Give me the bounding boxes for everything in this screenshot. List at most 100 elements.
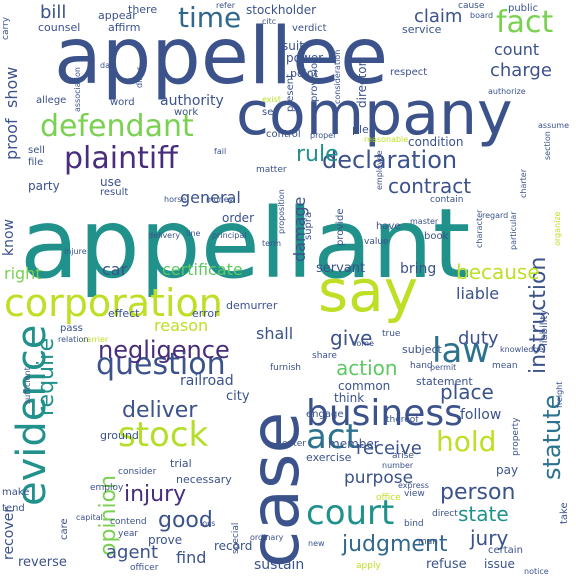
word-prove: prove xyxy=(148,533,183,547)
word-public: public xyxy=(508,3,539,14)
word-director: director xyxy=(355,61,369,108)
word-stock: stock xyxy=(118,415,209,455)
word-think: think xyxy=(334,391,365,405)
word-differ: differ xyxy=(135,66,144,88)
word-trial: trial xyxy=(170,457,192,470)
word-principal: principal xyxy=(212,231,247,240)
word-place: place xyxy=(440,380,494,404)
word-plaintiff: plaintiff xyxy=(64,141,178,176)
word-liable: liable xyxy=(456,284,500,303)
word-subject: subject xyxy=(402,343,442,356)
word-point: point xyxy=(290,67,319,80)
word-there: there xyxy=(128,3,158,16)
word-find: find xyxy=(176,548,207,567)
word-contain: contain xyxy=(430,195,464,205)
word-express: express xyxy=(398,481,429,490)
word-particular: particular xyxy=(509,211,518,250)
word-have: have xyxy=(376,221,401,232)
word-law: law xyxy=(432,331,491,371)
word-new: new xyxy=(308,539,325,548)
word-certificate: certificate xyxy=(162,260,243,279)
word-direct: direct xyxy=(432,509,458,519)
word-receive: receive xyxy=(356,438,422,459)
word-freight: freight xyxy=(555,381,564,408)
word-authorize: authorize xyxy=(488,87,526,96)
word-result: result xyxy=(100,187,129,198)
word-refuse: refuse xyxy=(426,557,467,572)
word-record: record xyxy=(214,539,253,553)
word-reasonable: reasonable xyxy=(364,135,409,144)
word-work: work xyxy=(174,107,199,118)
word-follow: follow xyxy=(460,407,502,423)
word-agent: agent xyxy=(106,542,158,563)
word-hold: hold xyxy=(436,425,497,458)
word-necessary: necessary xyxy=(176,473,232,486)
word-jury: jury xyxy=(470,526,509,550)
word-injury: injury xyxy=(124,482,187,507)
word-sell: sell xyxy=(28,145,45,156)
word-delivery: delivery xyxy=(148,231,181,240)
word-property: property xyxy=(511,417,521,456)
word-effect: effect xyxy=(108,307,140,320)
word-file: file xyxy=(28,157,44,168)
word-share: share xyxy=(312,351,337,361)
word-suit: suit xyxy=(282,39,304,53)
word-horse: horse xyxy=(164,195,187,204)
word-member: member xyxy=(328,437,379,451)
word-act: act xyxy=(306,417,359,457)
word-servant: servant xyxy=(316,261,366,276)
word-present: present xyxy=(285,73,296,112)
word-condition: condition xyxy=(408,135,464,149)
word-reason: reason xyxy=(154,316,209,335)
word-view: view xyxy=(404,489,425,499)
word-contend: contend xyxy=(110,517,147,527)
word-right: right xyxy=(4,264,42,283)
word-capital: capital xyxy=(76,513,103,522)
word-demurrer: demurrer xyxy=(226,299,278,312)
word-section: section xyxy=(543,131,552,160)
word-affirm: affirm xyxy=(108,21,141,34)
word-court: court xyxy=(306,493,395,533)
word-common: common xyxy=(338,379,391,393)
word-ordinary: ordinary xyxy=(250,533,284,542)
word-set: set xyxy=(262,107,278,118)
word-contract: contract xyxy=(388,174,472,198)
word-supra: supra xyxy=(303,211,314,240)
word-citc: citc xyxy=(262,17,277,26)
word-time: time xyxy=(178,1,242,34)
word-injure: injure xyxy=(64,247,87,256)
word-thereof: thereof xyxy=(386,415,419,425)
word-make: make xyxy=(2,487,30,498)
word-order: order xyxy=(222,211,254,225)
word-arise: arise xyxy=(392,451,414,461)
word-line: line xyxy=(186,229,201,238)
word-loss: loss xyxy=(200,519,216,528)
word-master: master xyxy=(410,217,439,226)
word-hand: hand xyxy=(410,361,433,371)
word-plea: plea xyxy=(352,123,376,136)
word-duty: duty xyxy=(458,328,499,349)
word-show: show xyxy=(2,66,21,108)
word-word: word xyxy=(110,97,135,108)
word-business: business xyxy=(306,393,463,434)
word-give: give xyxy=(330,326,373,350)
word-because: because xyxy=(456,260,540,284)
word-liability: liability xyxy=(539,309,550,346)
word-special: special xyxy=(231,522,241,554)
word-apply: apply xyxy=(356,561,381,571)
word-authority: authority xyxy=(160,93,224,109)
word-relation: relation xyxy=(58,335,89,344)
word-certain: certain xyxy=(488,545,523,556)
word-fail: fail xyxy=(214,147,227,156)
word-person: person xyxy=(440,480,516,505)
word-bind: bind xyxy=(404,519,424,529)
word-deliver: deliver xyxy=(122,398,198,423)
word-ground: ground xyxy=(100,429,139,442)
word-furnish: furnish xyxy=(270,363,302,373)
word-permit: permit xyxy=(430,363,457,372)
word-association: association xyxy=(73,67,82,112)
word-tend: tend xyxy=(2,503,25,514)
word-proof: proof xyxy=(2,118,21,160)
word-assume: assume xyxy=(538,121,570,130)
